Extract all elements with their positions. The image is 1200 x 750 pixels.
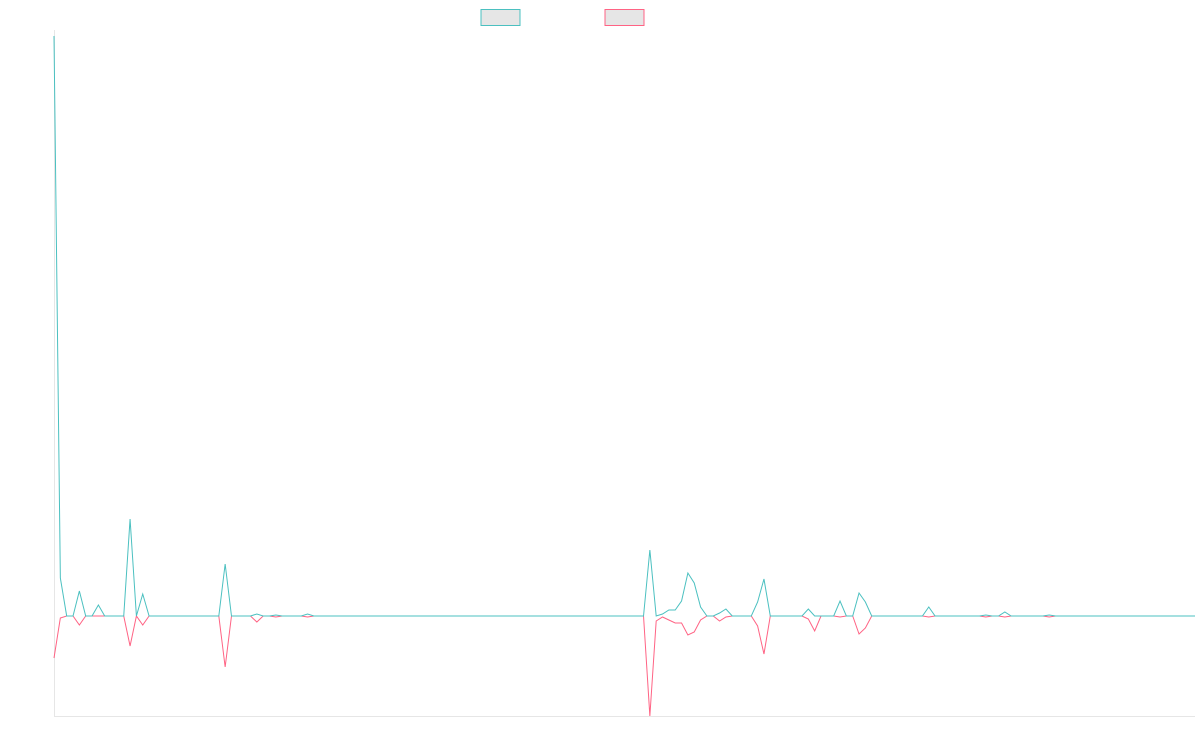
series-line-1 xyxy=(53,35,1195,617)
legend-swatch-series-2[interactable] xyxy=(604,9,645,26)
series-line-2 xyxy=(53,614,1195,717)
chart-series xyxy=(53,35,1195,717)
chart-axes xyxy=(54,30,1195,717)
chart-legend xyxy=(480,9,645,26)
legend-swatch-series-1[interactable] xyxy=(480,9,521,26)
